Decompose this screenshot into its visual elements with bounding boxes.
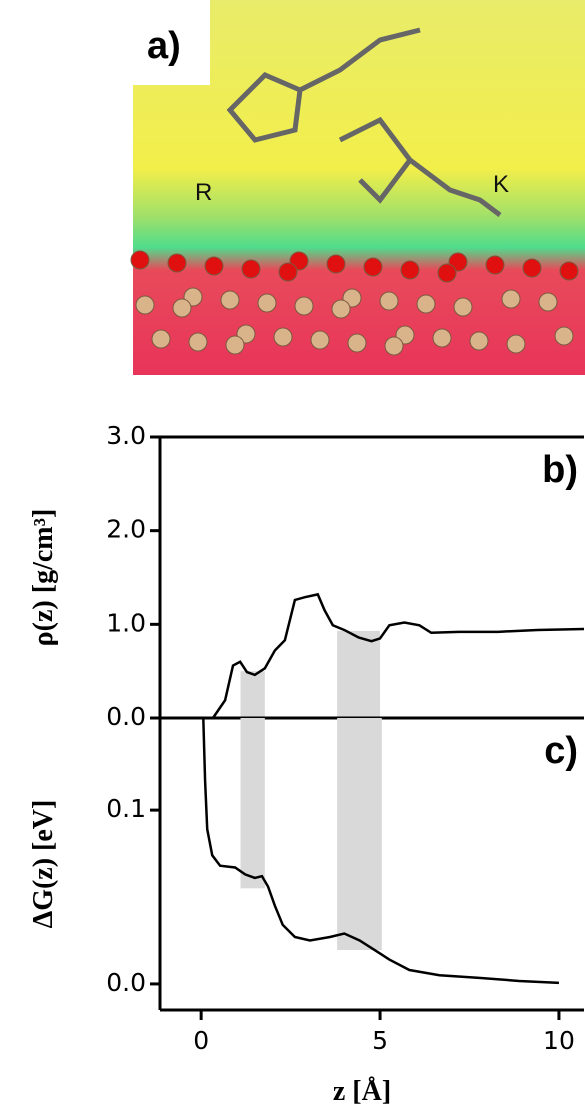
atom — [241, 259, 261, 279]
atom — [522, 258, 542, 278]
atom — [326, 254, 346, 274]
shaded-band — [240, 671, 265, 718]
y-tick-label: 2.0 — [106, 515, 146, 544]
atom — [294, 296, 314, 316]
y-axis-label: ΔG(z) [eV] — [28, 800, 59, 929]
molecule — [226, 27, 502, 217]
x-tick-label: 10 — [543, 1026, 575, 1055]
atom — [347, 333, 367, 353]
x-tick-label: 5 — [372, 1026, 388, 1055]
atom — [135, 295, 155, 315]
atom — [400, 260, 420, 280]
y-tick-label: 0.1 — [106, 794, 146, 823]
residue-label: R — [195, 179, 212, 206]
y-tick-label: 0.0 — [106, 702, 146, 731]
y-tick-label: 1.0 — [106, 608, 146, 637]
atom — [151, 329, 171, 349]
atom — [220, 290, 240, 310]
y-axis-label: ρ(z) [g/cm³] — [28, 509, 59, 647]
atom — [554, 326, 574, 346]
atom — [416, 294, 436, 314]
atom — [379, 291, 399, 311]
atom — [204, 256, 224, 276]
atom — [538, 292, 558, 312]
panel-label: b) — [542, 449, 578, 491]
atom — [506, 334, 526, 354]
atom — [363, 257, 383, 277]
atom — [130, 250, 150, 270]
atom — [469, 331, 489, 351]
atom — [225, 335, 245, 355]
atom — [485, 255, 505, 275]
atom — [501, 289, 521, 309]
atom — [188, 332, 208, 352]
x-tick-label: 0 — [193, 1026, 209, 1055]
atom — [432, 328, 452, 348]
atom — [172, 298, 192, 318]
panel-label: c) — [544, 730, 578, 772]
x-axis-label: z [Å] — [333, 1076, 391, 1107]
shaded-band — [337, 718, 382, 951]
y-tick-label: 0.0 — [106, 968, 146, 997]
molecule-image: a) R K — [130, 0, 585, 375]
y-tick-label: 3.0 — [106, 421, 146, 450]
atom — [453, 297, 473, 317]
atom — [437, 263, 457, 283]
panel-label: a) — [147, 25, 181, 67]
data-line — [202, 717, 560, 985]
atom — [257, 293, 277, 313]
shaded-band — [240, 718, 265, 889]
shaded-band — [337, 630, 381, 718]
atom — [331, 299, 351, 319]
atom — [559, 261, 579, 281]
atom — [167, 253, 187, 273]
atom — [384, 336, 404, 356]
atom — [278, 262, 298, 282]
label-box — [133, 0, 210, 85]
residue-label: K — [493, 171, 509, 198]
data-line — [211, 592, 585, 719]
atom — [310, 330, 330, 350]
atom — [273, 327, 293, 347]
